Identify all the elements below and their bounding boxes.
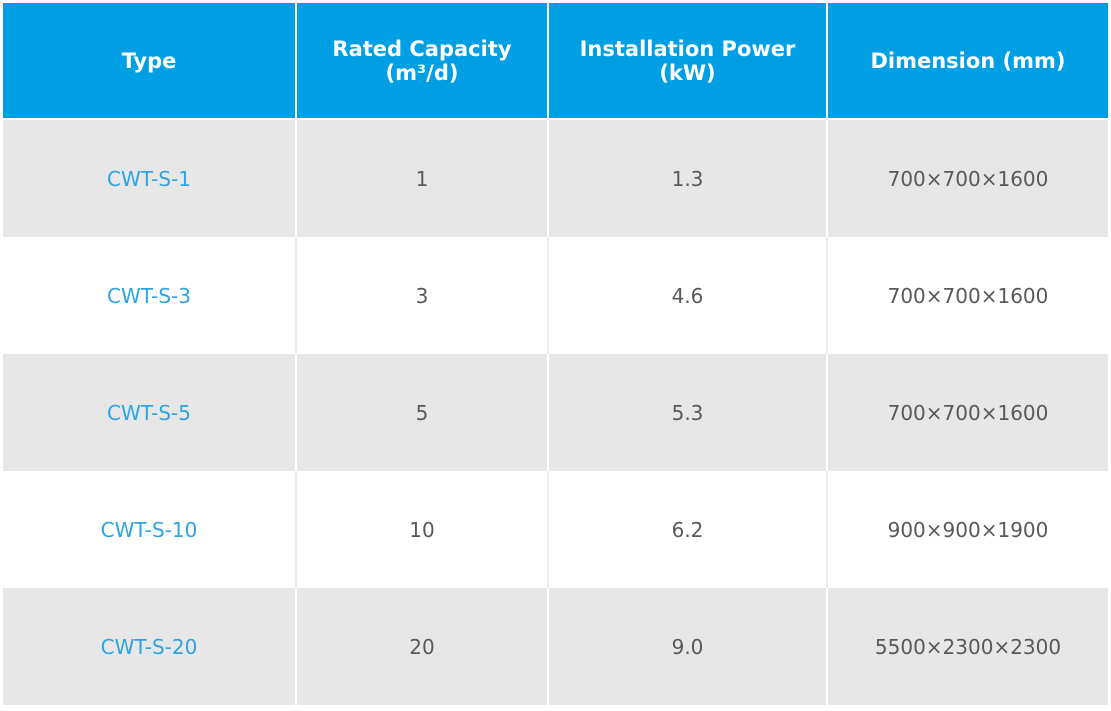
installation-power-value: 9.0 — [549, 588, 828, 705]
table-row: CWT-S-5 5 5.3 700×700×1600 — [3, 354, 1108, 471]
installation-power-value: 5.3 — [549, 354, 828, 471]
dimension-value: 700×700×1600 — [887, 283, 1049, 308]
column-header-rated-capacity: Rated Capacity (m³/d) — [297, 3, 549, 118]
type-link[interactable]: CWT-S-1 — [3, 120, 297, 237]
rated-capacity-value: 10 — [297, 471, 549, 588]
installation-power-value: 1.3 — [549, 120, 828, 237]
column-header-dimension: Dimension (mm) — [870, 48, 1066, 73]
table-row: CWT-S-3 3 4.6 700×700×1600 — [3, 237, 1108, 354]
table-row: CWT-S-1 1 1.3 700×700×1600 — [3, 120, 1108, 237]
dimension-value: 700×700×1600 — [887, 166, 1049, 191]
dimension-value: 5500×2300×2300 — [874, 634, 1062, 659]
type-link[interactable]: CWT-S-3 — [3, 237, 297, 354]
type-link[interactable]: CWT-S-5 — [3, 354, 297, 471]
type-link[interactable]: CWT-S-10 — [3, 471, 297, 588]
table-body: CWT-S-1 1 1.3 700×700×1600 CWT-S-3 3 4.6… — [3, 120, 1108, 705]
rated-capacity-value: 1 — [297, 120, 549, 237]
column-header-type: Type — [3, 3, 297, 118]
header-divider — [3, 118, 1108, 120]
product-spec-table: Type Rated Capacity (m³/d) Installation … — [3, 3, 1108, 705]
rated-capacity-value: 3 — [297, 237, 549, 354]
dimension-value: 900×900×1900 — [887, 517, 1049, 542]
dimension-value: 700×700×1600 — [887, 400, 1049, 425]
column-header-installation-power: Installation Power (kW) — [549, 3, 828, 118]
table-row: CWT-S-20 20 9.0 5500×2300×2300 — [3, 588, 1108, 705]
rated-capacity-value: 20 — [297, 588, 549, 705]
installation-power-value: 6.2 — [549, 471, 828, 588]
type-link[interactable]: CWT-S-20 — [3, 588, 297, 705]
table-header-row: Type Rated Capacity (m³/d) Installation … — [3, 3, 1108, 118]
rated-capacity-value: 5 — [297, 354, 549, 471]
installation-power-value: 4.6 — [549, 237, 828, 354]
table-row: CWT-S-10 10 6.2 900×900×1900 — [3, 471, 1108, 588]
